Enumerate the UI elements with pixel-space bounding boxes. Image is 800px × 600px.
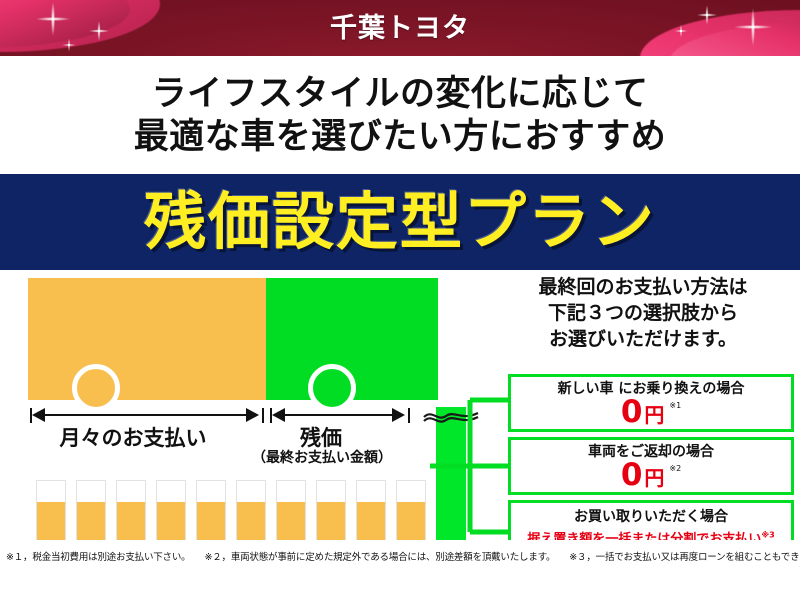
dealer-logo: 千葉トヨタ [330,13,470,44]
option-1-amount: 0 円 ※1 [621,397,681,428]
option-2-heading: 車両をご返却の場合 [588,444,714,460]
intro-line-2: 下記３つの選択肢から [547,302,738,325]
payment-option-list: 新しい車 にお乗り換えの場合 0 円 ※1 車両をご返却の場合 0 円 ※2 お… [508,374,794,560]
payment-option-return[interactable]: 車両をご返却の場合 0 円 ※2 [508,437,794,495]
option-3-heading: お買い取りいただく場合 [574,508,728,525]
option-2-note-marker: ※2 [669,464,682,473]
label-residual-value: 残価 [300,426,342,450]
tagline-section: ライフスタイルの変化に応じて 最適な車を選びたい方におすすめ [0,56,800,174]
bar-break-squiggle-icon [423,411,479,423]
option-2-amount: 0 円 ※2 [621,460,681,491]
option-1-heading: 新しい車 にお乗り換えの場合 [557,381,745,397]
option-connector-lines [430,397,512,535]
option-1-amount-number: 0 [620,394,643,430]
car-front-section [28,278,266,400]
option-1-amount-unit: 円 [644,403,665,427]
payment-options-intro: 最終回のお支払い方法は 下記３つの選択肢から お選びいただけます。 [492,274,794,353]
option-3-note-marker: ※3 [761,530,775,540]
header-banner: 千葉トヨタ [0,0,800,56]
residual-value-bar [436,407,466,552]
footnote-2: ※２，車両状態が事前に定めた規定外である場合には、別途差額を頂戴いたします。 [204,551,556,563]
car-wheel-rear [308,364,356,412]
dim-arrowhead-right [392,408,405,422]
dim-cap-right [408,408,410,423]
car-wheel-front [72,364,120,412]
intro-line-1: 最終回のお支払い方法は [538,276,748,298]
option-1-note-marker: ※1 [669,401,682,410]
dim-arrowhead-monthly-right [246,408,259,422]
footnotes-bar: ※１，税金当初費用は別途お支払い下さい。 ※２，車両状態が事前に定めた規定外であ… [0,540,800,570]
footnote-3: ※３，一括でお支払い又は再度ローンを組むこともできます。 [569,551,800,563]
dimension-arrows [30,408,420,423]
dim-arrowhead-left [32,408,45,422]
dim-cap-middle-2 [270,408,272,423]
tagline-line-1: ライフスタイルの変化に応じて [151,74,649,115]
main-content: 月々のお支払い 残価 （最終お支払い金額） [0,270,800,570]
car-silhouette-front [28,278,266,400]
label-residual-sub: （最終お支払い金額） [252,450,392,466]
dim-line-monthly [40,414,256,416]
dim-cap-middle [262,408,264,423]
tagline-line-2: 最適な車を選びたい方におすすめ [133,117,667,157]
dim-arrowhead-residual-left [272,408,285,422]
car-illustration [28,278,438,412]
label-monthly-payment: 月々のお支払い [59,426,207,450]
plan-title-banner: 残価設定型プラン [0,174,800,270]
payment-option-trade-in[interactable]: 新しい車 にお乗り換えの場合 0 円 ※1 [508,374,794,432]
intro-line-3: お選びいただけます。 [548,328,738,351]
dim-line-residual [280,414,402,416]
plan-title: 残価設定型プラン [143,185,656,258]
flow-down-arrow-icon [357,283,427,338]
footnote-1: ※１，税金当初費用は別途お支払い下さい。 [6,551,191,563]
option-2-amount-unit: 円 [644,466,665,490]
option-2-amount-number: 0 [620,457,643,493]
dim-cap-left [30,408,32,423]
